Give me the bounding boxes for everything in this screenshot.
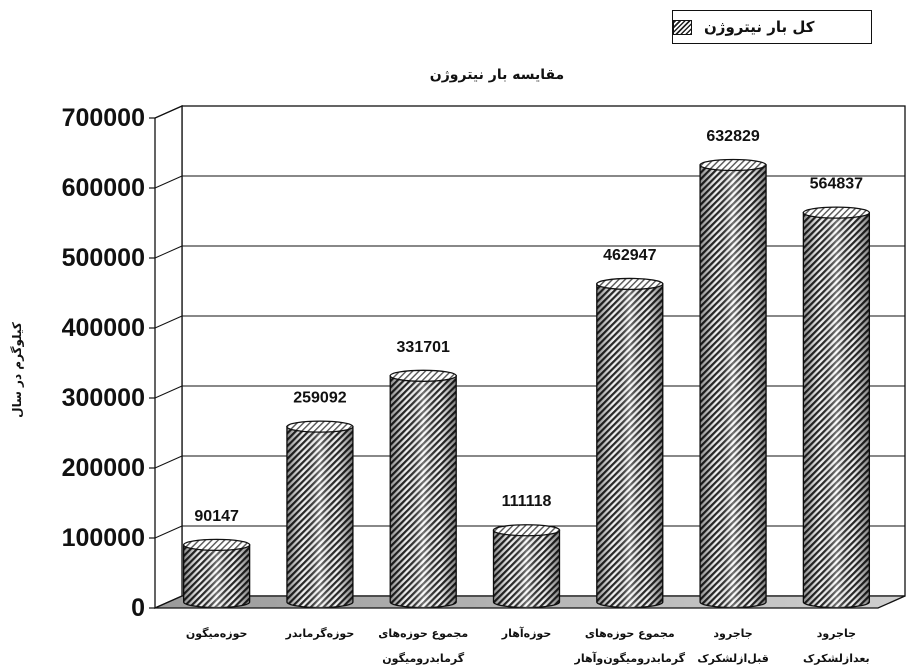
legend: کل بار نیتروژن	[672, 10, 872, 44]
y-tick-label: 200000	[62, 454, 145, 482]
bar-shade	[596, 283, 663, 608]
x-tick-label: قبل‌ازلشکرک	[697, 652, 768, 665]
gridline-side	[154, 455, 183, 469]
data-label: 259092	[293, 390, 346, 407]
y-tick-label: 700000	[62, 104, 145, 132]
chart-title: مقایسه بار نیتروژن	[430, 67, 564, 83]
gridline-side	[154, 105, 183, 119]
x-tick-label: جاجرود	[713, 627, 752, 640]
bar-top	[389, 369, 457, 382]
gridline-side	[154, 525, 183, 539]
x-tick-label: مجموع حوزه‌های	[378, 627, 468, 640]
bar	[492, 524, 561, 609]
x-tick-label: بعدازلشکرک	[803, 652, 870, 665]
legend-label: کل بار نیتروژن	[704, 18, 815, 36]
bar	[182, 538, 251, 609]
data-label: 111118	[502, 493, 552, 510]
gridline-side	[154, 245, 183, 259]
side-wall	[154, 104, 183, 610]
y-tick-label: 0	[131, 594, 145, 622]
bar	[699, 158, 767, 609]
y-tick-label: 400000	[62, 314, 145, 342]
x-tick-label: گرمابدرومیگون‌وآهار	[574, 651, 686, 665]
y-tick-label: 300000	[62, 384, 145, 412]
legend-swatch-icon	[673, 19, 692, 35]
bar	[389, 369, 457, 609]
gridline-side	[154, 385, 183, 399]
bar-shade	[803, 212, 870, 608]
bar-top	[286, 420, 354, 433]
bar-shade	[183, 544, 250, 608]
x-tick-label: گرمابدرومیگون	[382, 652, 464, 665]
bar-top	[802, 206, 871, 219]
y-tick-label: 500000	[62, 244, 145, 272]
bar	[286, 420, 354, 609]
x-tick-label: جاجرود	[817, 627, 856, 640]
bar-top	[182, 538, 251, 552]
x-tick-label: مجموع حوزه‌های	[585, 627, 675, 640]
bar-top	[492, 524, 561, 537]
bar-shade	[286, 426, 353, 608]
y-tick-label: 100000	[62, 524, 145, 552]
bar-shade	[390, 375, 457, 608]
data-label: 331701	[397, 339, 450, 356]
bar-shade	[493, 530, 560, 608]
data-label: 632829	[706, 128, 759, 145]
bar-shade	[700, 165, 767, 608]
bar-top	[596, 277, 664, 291]
data-label: 564837	[810, 176, 863, 193]
gridline-side	[154, 315, 183, 329]
x-tick-label: حوزه‌آهار	[501, 626, 552, 640]
y-tick-label: 600000	[62, 174, 145, 202]
bar	[596, 277, 664, 609]
y-axis-title: کیلوگرم در سال	[10, 322, 25, 418]
data-label: 90147	[194, 508, 239, 525]
x-tick-label: حوزه‌میگون	[186, 627, 248, 640]
bar-top	[699, 158, 767, 172]
bar	[802, 206, 871, 609]
data-label: 462947	[603, 247, 656, 264]
x-tick-label: حوزه‌گرمابدر	[285, 627, 355, 640]
gridline-side	[154, 175, 183, 189]
